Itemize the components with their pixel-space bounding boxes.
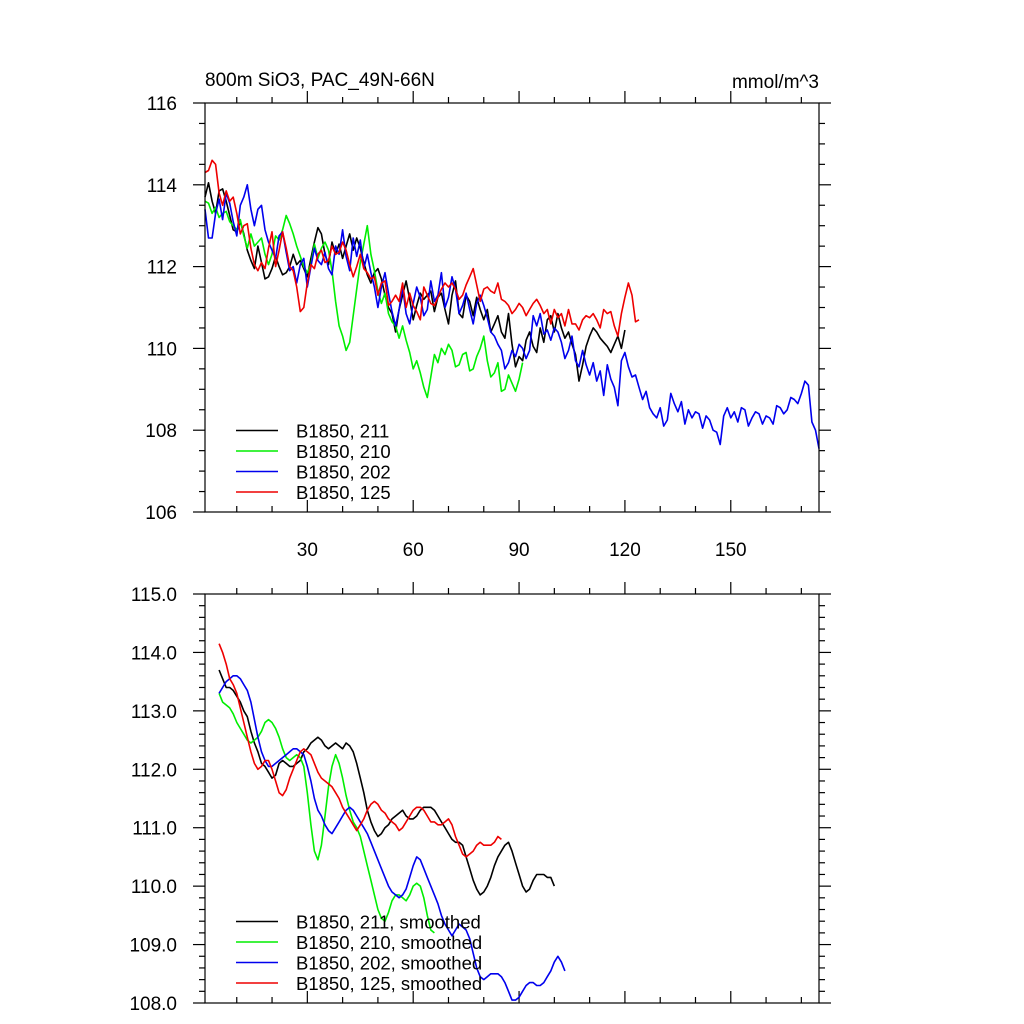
bottom-series-group	[218, 643, 566, 1001]
series-line-b1850-202-smoothed	[218, 674, 566, 1001]
legend-label: B1850, 210	[296, 441, 391, 462]
top-axis-ticks: 30 60 90 120 150 106 108 110 112 114 116	[145, 91, 831, 561]
y-tick-label: 112	[147, 258, 177, 279]
x-tick-label: 90	[508, 540, 529, 561]
x-tick-label: 150	[715, 540, 747, 561]
legend-label: B1850, 210, smoothed	[296, 932, 482, 953]
y-tick-label: 109.0	[129, 936, 177, 957]
series-line-b1850-210	[204, 200, 524, 399]
series-line-b1850-211-smoothed	[218, 669, 556, 896]
y-tick-label: 106	[145, 503, 177, 524]
legend-label: B1850, 202	[296, 462, 391, 483]
series-line-b1850-211	[204, 182, 626, 382]
top-chart-units: mmol/m^3	[732, 72, 819, 93]
series-line-b1850-125	[204, 159, 640, 337]
bottom-panel: 108.0 109.0 110.0 111.0 112.0 113.0 114.0 115.0…	[129, 582, 831, 1015]
y-tick-label: 116	[147, 94, 177, 115]
y-tick-label: 110.0	[131, 877, 177, 898]
bottom-axis-ticks: 108.0 109.0 110.0 111.0 112.0 113.0 114.0 115.0	[129, 582, 831, 1015]
legend-label: B1850, 125	[296, 482, 391, 503]
series-line-b1850-210-smoothed	[218, 693, 435, 934]
y-tick-label: 108	[145, 421, 177, 442]
top-series-group	[204, 159, 820, 449]
y-tick-label: 114.0	[131, 643, 177, 664]
y-tick-label: 108.0	[129, 994, 177, 1015]
x-tick-label: 60	[403, 540, 424, 561]
y-tick-label: 114	[147, 176, 178, 197]
y-tick-label: 113.0	[131, 702, 177, 723]
y-tick-label: 111.0	[132, 819, 177, 840]
x-tick-label: 30	[297, 540, 318, 561]
top-chart-title: 800m SiO3, PAC_49N-66N	[205, 70, 435, 91]
bottom-plot-frame	[204, 593, 820, 1004]
top-plot-frame	[204, 102, 820, 513]
series-line-b1850-202	[204, 184, 820, 449]
legend-label: B1850, 211	[296, 421, 389, 442]
legend-label: B1850, 202, smoothed	[296, 953, 482, 974]
y-tick-label: 110	[147, 339, 177, 360]
y-tick-label: 112.0	[131, 760, 177, 781]
y-tick-label: 115.0	[131, 585, 177, 606]
legend-label: B1850, 125, smoothed	[296, 973, 482, 994]
top-panel: 800m SiO3, PAC_49N-66N mmol/m^3 30 60 90 12…	[145, 70, 831, 561]
x-tick-label: 120	[609, 540, 641, 561]
legend-label: B1850, 211, smoothed	[296, 912, 481, 933]
series-line-b1850-125-smoothed	[218, 643, 502, 858]
